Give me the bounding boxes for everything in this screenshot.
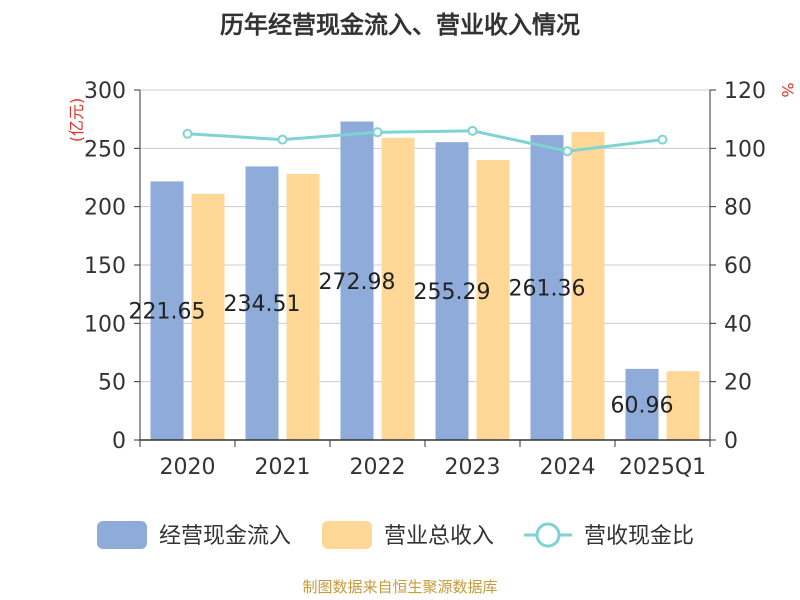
- axes: 0 50 100 150 200 250 300 0 20 40 60 80 100 120 2020 202…: [84, 79, 766, 480]
- data-label: 261.36: [509, 277, 586, 302]
- data-label: 255.29: [414, 280, 491, 305]
- x-tick-label: 2022: [350, 455, 406, 480]
- bar-cash-inflow: [340, 121, 374, 441]
- bar-revenue: [571, 132, 605, 440]
- y-left-tick-label: 0: [112, 429, 126, 454]
- bar-cash-inflow: [530, 135, 564, 440]
- y-left-tick-label: 300: [84, 79, 126, 104]
- bar-revenue: [381, 137, 415, 441]
- legend-swatch: [97, 521, 147, 549]
- bar-revenue: [476, 160, 510, 440]
- ratio-point: [277, 134, 288, 145]
- legend-label: 经营现金流入: [159, 524, 291, 549]
- ratio-point: [467, 125, 478, 136]
- ratio-point: [562, 146, 573, 157]
- legend-marker: [535, 522, 561, 548]
- ratio-point: [657, 134, 668, 145]
- y-right-tick-label: 20: [724, 371, 752, 396]
- chart-title: 历年经营现金流入、营业收入情况: [220, 11, 580, 39]
- y-right-tick-label: 0: [724, 429, 738, 454]
- data-label: 60.96: [611, 393, 674, 418]
- y-right-tick-label: 80: [724, 196, 752, 221]
- bars: [150, 121, 700, 441]
- x-tick-label: 2024: [540, 455, 596, 480]
- y-right-tick-label: 40: [724, 312, 752, 337]
- x-tick-label: 2023: [445, 455, 501, 480]
- legend-label: 营业总收入: [384, 524, 494, 549]
- y-left-tick-label: 150: [84, 254, 126, 279]
- data-label: 234.51: [224, 292, 301, 317]
- bar-revenue: [666, 371, 700, 440]
- y-left-tick-label: 50: [98, 371, 126, 396]
- bar-cash-inflow: [150, 181, 184, 441]
- y-left-unit: (亿元): [67, 98, 86, 143]
- bar-cash-inflow: [625, 368, 659, 440]
- y-right-tick-label: 100: [724, 137, 766, 162]
- data-labels: 221.65 234.51 272.98 255.29 261.36 60.96: [129, 270, 674, 419]
- bar-cash-inflow: [435, 142, 469, 440]
- data-label: 272.98: [319, 270, 396, 295]
- legend-swatch: [322, 521, 372, 549]
- gridlines: [140, 89, 710, 383]
- y-right-unit: %: [778, 82, 797, 97]
- ratio-line: [182, 125, 668, 157]
- data-label: 221.65: [129, 300, 206, 325]
- x-tick-label: 2021: [255, 455, 311, 480]
- source-note: 制图数据来自恒生聚源数据库: [302, 578, 497, 596]
- bar-revenue: [191, 193, 225, 440]
- legend: 经营现金流入 营业总收入 营收现金比: [97, 521, 694, 549]
- legend-label: 营收现金比: [584, 524, 694, 549]
- bar-revenue: [286, 174, 320, 440]
- y-left-tick-label: 100: [84, 312, 126, 337]
- y-left-tick-label: 200: [84, 196, 126, 221]
- y-left-tick-label: 250: [84, 137, 126, 162]
- ratio-point: [372, 127, 383, 138]
- ratio-point: [182, 128, 193, 139]
- y-right-tick-label: 60: [724, 254, 752, 279]
- y-right-tick-label: 120: [724, 79, 766, 104]
- ratio-line-path: [187, 129, 663, 153]
- bar-cash-inflow: [245, 166, 279, 440]
- x-tick-label: 2025Q1: [619, 455, 706, 480]
- x-tick-label: 2020: [160, 455, 216, 480]
